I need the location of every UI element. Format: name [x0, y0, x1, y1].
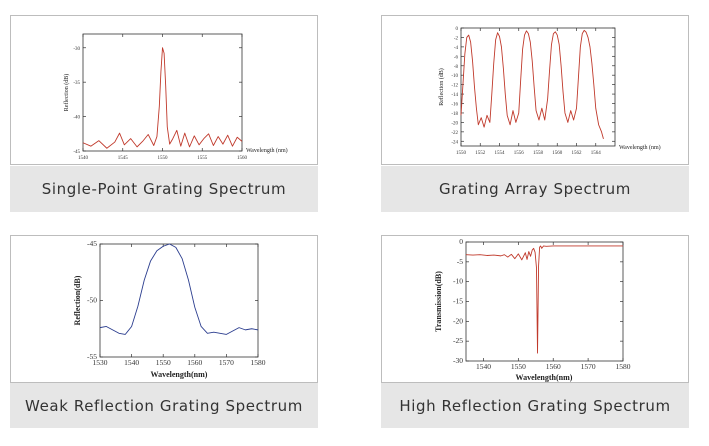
y-tick-label: -18: [451, 112, 458, 117]
y-tick-label: -5: [457, 257, 463, 266]
caption-high-reflection: High Reflection Grating Spectrum: [381, 383, 689, 428]
x-tick-label: 1562: [572, 151, 583, 156]
chart-grating-array: 1550 1552 1554 1556 1558 1560 1562 1564 0 -2 -4 -6 -…: [381, 15, 689, 165]
chart-single-point: 1540 1545 1550 1555 1560 -30 -35 -40 -45 Waveleng…: [10, 15, 318, 165]
chart-weak-reflection: 1530 1540 1550 1560 1570 1580 -45 -50 -55 Wavelen…: [10, 235, 318, 383]
x-tick-label: 1550: [156, 358, 171, 367]
panel-single-point: 1540 1545 1550 1555 1560 -30 -35 -40 -45 Waveleng…: [10, 15, 318, 212]
panel-frame: [10, 235, 318, 383]
plot-area: [460, 27, 616, 147]
y-tick-label: -10: [451, 74, 458, 79]
y-tick-label: -6: [454, 55, 459, 60]
x-axis-label: Wavelength(nm): [516, 373, 573, 382]
series-line-reflection: [99, 243, 259, 335]
panel-high-reflection: 1540 1550 1560 1570 1580 0 -5 -10 -15 -20 -25 -30 Wa…: [381, 235, 689, 428]
y-tick-label: -25: [453, 336, 463, 345]
series-line-transmission: [465, 245, 623, 354]
x-tick-label: 1552: [475, 151, 486, 156]
y-tick-label: -4: [454, 46, 459, 51]
y-tick-label: -20: [451, 121, 458, 126]
x-tick-label: 1580: [616, 362, 631, 371]
y-tick-label: -40: [73, 116, 80, 121]
plot-area: [465, 241, 624, 362]
y-axis-label: Reflection (dB): [438, 68, 445, 106]
y-tick-label: -12: [451, 84, 458, 89]
x-tick-label: 1550: [511, 362, 526, 371]
y-tick-label: 0: [456, 27, 459, 32]
y-tick-label: -30: [73, 47, 80, 52]
panel-frame: [381, 15, 689, 165]
x-tick-label: 1560: [187, 358, 202, 367]
y-tick-label: -35: [73, 81, 80, 86]
x-tick-label: 1558: [533, 151, 544, 156]
caption-grating-array: Grating Array Spectrum: [381, 166, 689, 212]
x-axis-label: Wavelength (nm): [246, 147, 288, 154]
x-tick-label: 1580: [251, 358, 266, 367]
y-tick-label: -15: [453, 297, 463, 306]
x-tick-label: 1570: [219, 358, 234, 367]
y-tick-label: -10: [453, 277, 463, 286]
x-tick-label: 1554: [495, 151, 506, 156]
y-tick-label: -45: [87, 239, 97, 248]
y-axis-label: Reflection(dB): [73, 275, 82, 325]
y-axis-label: Reflection (dB): [63, 74, 70, 112]
panel-frame: [10, 15, 318, 165]
series-line-reflection: [82, 47, 243, 149]
y-tick-label: -16: [451, 103, 458, 108]
panel-grating-array: 1550 1552 1554 1556 1558 1560 1562 1564 0 -2 -4 -6 -…: [381, 15, 689, 212]
plot-area: [99, 243, 259, 358]
x-tick-label: 1555: [197, 156, 208, 161]
y-tick-label: -45: [73, 150, 80, 155]
y-tick-label: -14: [451, 93, 458, 98]
x-tick-label: 1556: [514, 151, 525, 156]
panel-frame: [381, 235, 689, 383]
x-tick-label: 1540: [78, 156, 89, 161]
y-axis-label: Transmission(dB): [434, 271, 443, 332]
y-tick-label: -2: [454, 36, 459, 41]
x-tick-label: 1540: [476, 362, 491, 371]
x-axis-label: Wavelength (nm): [619, 144, 661, 151]
y-tick-label: -24: [451, 140, 458, 145]
x-axis-label: Wavelength(nm): [151, 370, 208, 379]
x-tick-label: 1550: [456, 151, 467, 156]
y-tick-label: -55: [87, 352, 97, 361]
x-tick-label: 1560: [237, 156, 248, 161]
x-tick-label: 1545: [118, 156, 129, 161]
x-tick-label: 1570: [581, 362, 596, 371]
y-tick-label: -50: [87, 296, 97, 305]
x-tick-label: 1550: [158, 156, 169, 161]
x-tick-label: 1560: [552, 151, 563, 156]
y-tick-label: -30: [453, 356, 463, 365]
chart-high-reflection: 1540 1550 1560 1570 1580 0 -5 -10 -15 -20 -25 -30 Wa…: [381, 235, 689, 383]
x-tick-label: 1564: [591, 151, 602, 156]
y-tick-label: -22: [451, 131, 458, 136]
y-tick-label: -20: [453, 316, 463, 325]
y-tick-label: -8: [454, 65, 459, 70]
caption-single-point: Single-Point Grating Spectrum: [10, 166, 318, 212]
x-tick-label: 1530: [93, 358, 108, 367]
panel-weak-reflection: 1530 1540 1550 1560 1570 1580 -45 -50 -55 Wavelen…: [10, 235, 318, 428]
x-tick-label: 1560: [546, 362, 561, 371]
y-tick-label: 0: [459, 237, 463, 246]
caption-weak-reflection: Weak Reflection Grating Spectrum: [10, 383, 318, 428]
x-tick-label: 1540: [124, 358, 139, 367]
series-line-reflection: [460, 29, 604, 140]
